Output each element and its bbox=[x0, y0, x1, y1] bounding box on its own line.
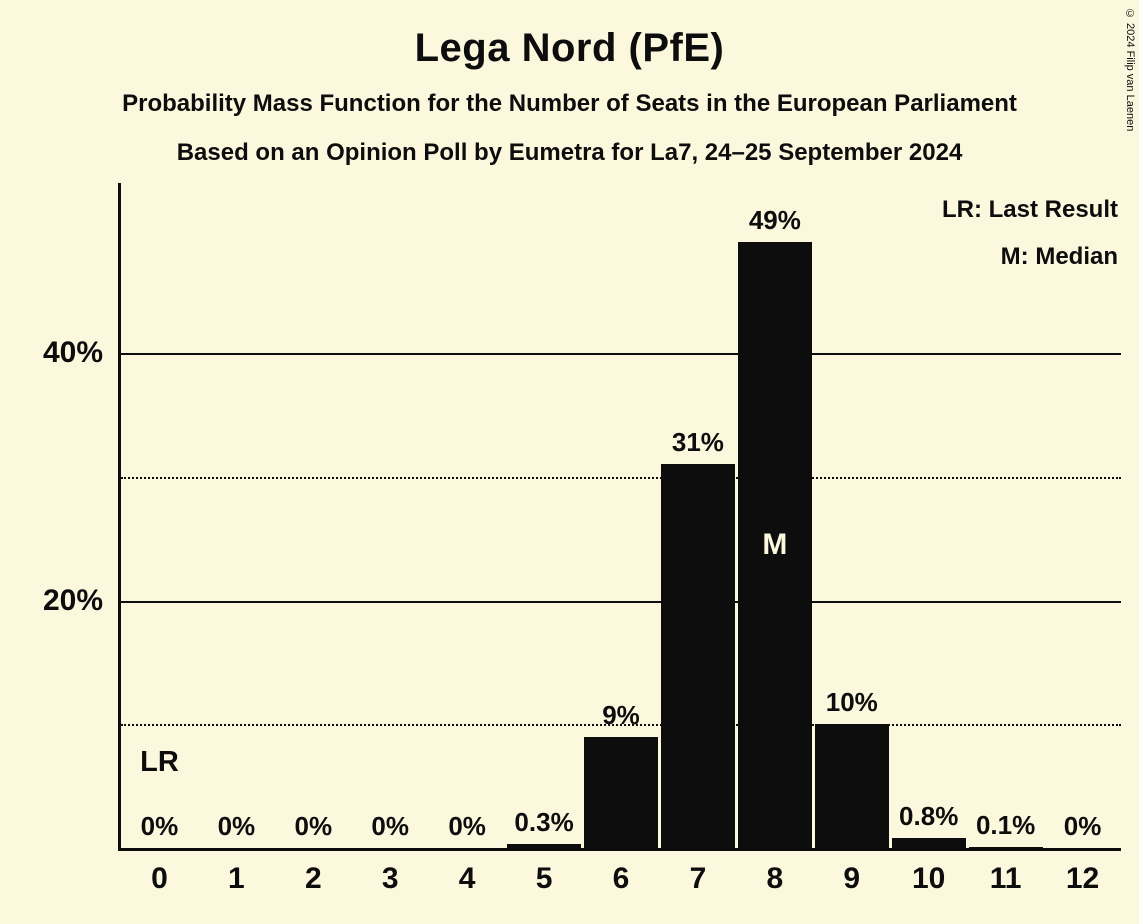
value-label-seats-2: 0% bbox=[294, 811, 333, 841]
bar-seats-10 bbox=[891, 838, 966, 848]
chart-legend: LR: Last Result M: Median bbox=[942, 186, 1118, 280]
bar-seats-11 bbox=[968, 846, 1043, 848]
value-label-seats-4: 0% bbox=[448, 811, 486, 841]
x-axis-label-8: 8 bbox=[766, 862, 784, 895]
x-axis-label-11: 11 bbox=[989, 862, 1022, 895]
legend-last-result: LR: Last Result bbox=[941, 196, 1118, 223]
x-axis-label-3: 3 bbox=[381, 862, 399, 895]
legend-median: M: Median bbox=[1000, 243, 1118, 270]
x-axis-label-10: 10 bbox=[912, 862, 946, 895]
chart-source-line: Based on an Opinion Poll by Eumetra for … bbox=[176, 139, 963, 166]
x-axis-label-6: 6 bbox=[612, 862, 630, 895]
value-label-seats-7: 31% bbox=[671, 427, 724, 458]
x-axis-label-5: 5 bbox=[535, 862, 553, 895]
plot-area: 20% 40% 0% 0 0% 1 0% 2 0% 3 0% 4 0.3% 5 9% 6 31% 7 49% 8 10%… bbox=[43, 183, 1121, 895]
x-axis-label-7: 7 bbox=[689, 862, 707, 895]
value-label-seats-8: 49% bbox=[748, 204, 801, 235]
value-label-seats-5: 0.3% bbox=[514, 807, 574, 838]
value-label-seats-1: 0% bbox=[217, 811, 256, 841]
gridline-20pct bbox=[121, 600, 1121, 603]
x-axis-label-1: 1 bbox=[228, 862, 245, 895]
chart-title: Lega Nord (PfE) bbox=[414, 26, 725, 70]
y-axis-label-20pct: 20% bbox=[42, 583, 103, 617]
value-label-seats-3: 0% bbox=[371, 811, 409, 841]
copyright-notice: © 2024 Filip van Laenen bbox=[1124, 8, 1136, 132]
chart-subtitle: Probability Mass Function for the Number… bbox=[122, 90, 1017, 117]
gridline-10pct bbox=[121, 724, 1121, 727]
value-label-seats-6: 9% bbox=[602, 699, 640, 730]
last-result-marker: LR bbox=[140, 746, 179, 778]
value-label-seats-10: 0.8% bbox=[899, 801, 959, 832]
x-axis-label-4: 4 bbox=[458, 862, 476, 895]
gridline-40pct bbox=[121, 353, 1121, 355]
value-label-seats-12: 0% bbox=[1063, 811, 1102, 841]
bar-seats-7 bbox=[660, 464, 735, 848]
value-label-seats-11: 0.1% bbox=[975, 809, 1036, 840]
value-label-seats-9: 10% bbox=[825, 687, 878, 718]
bar-seats-6 bbox=[584, 736, 658, 848]
bar-seats-9 bbox=[814, 724, 889, 848]
bar-seats-5 bbox=[507, 844, 582, 848]
x-axis-label-9: 9 bbox=[843, 862, 861, 895]
gridline-30pct bbox=[121, 476, 1121, 479]
x-axis-label-0: 0 bbox=[151, 862, 168, 895]
value-label-seats-0: 0% bbox=[140, 811, 179, 841]
y-axis-label-40pct: 40% bbox=[42, 336, 103, 369]
median-marker: M bbox=[762, 527, 788, 561]
bar-seats-8 bbox=[737, 241, 812, 848]
x-axis-label-2: 2 bbox=[304, 862, 322, 895]
x-axis-label-12: 12 bbox=[1065, 862, 1100, 895]
